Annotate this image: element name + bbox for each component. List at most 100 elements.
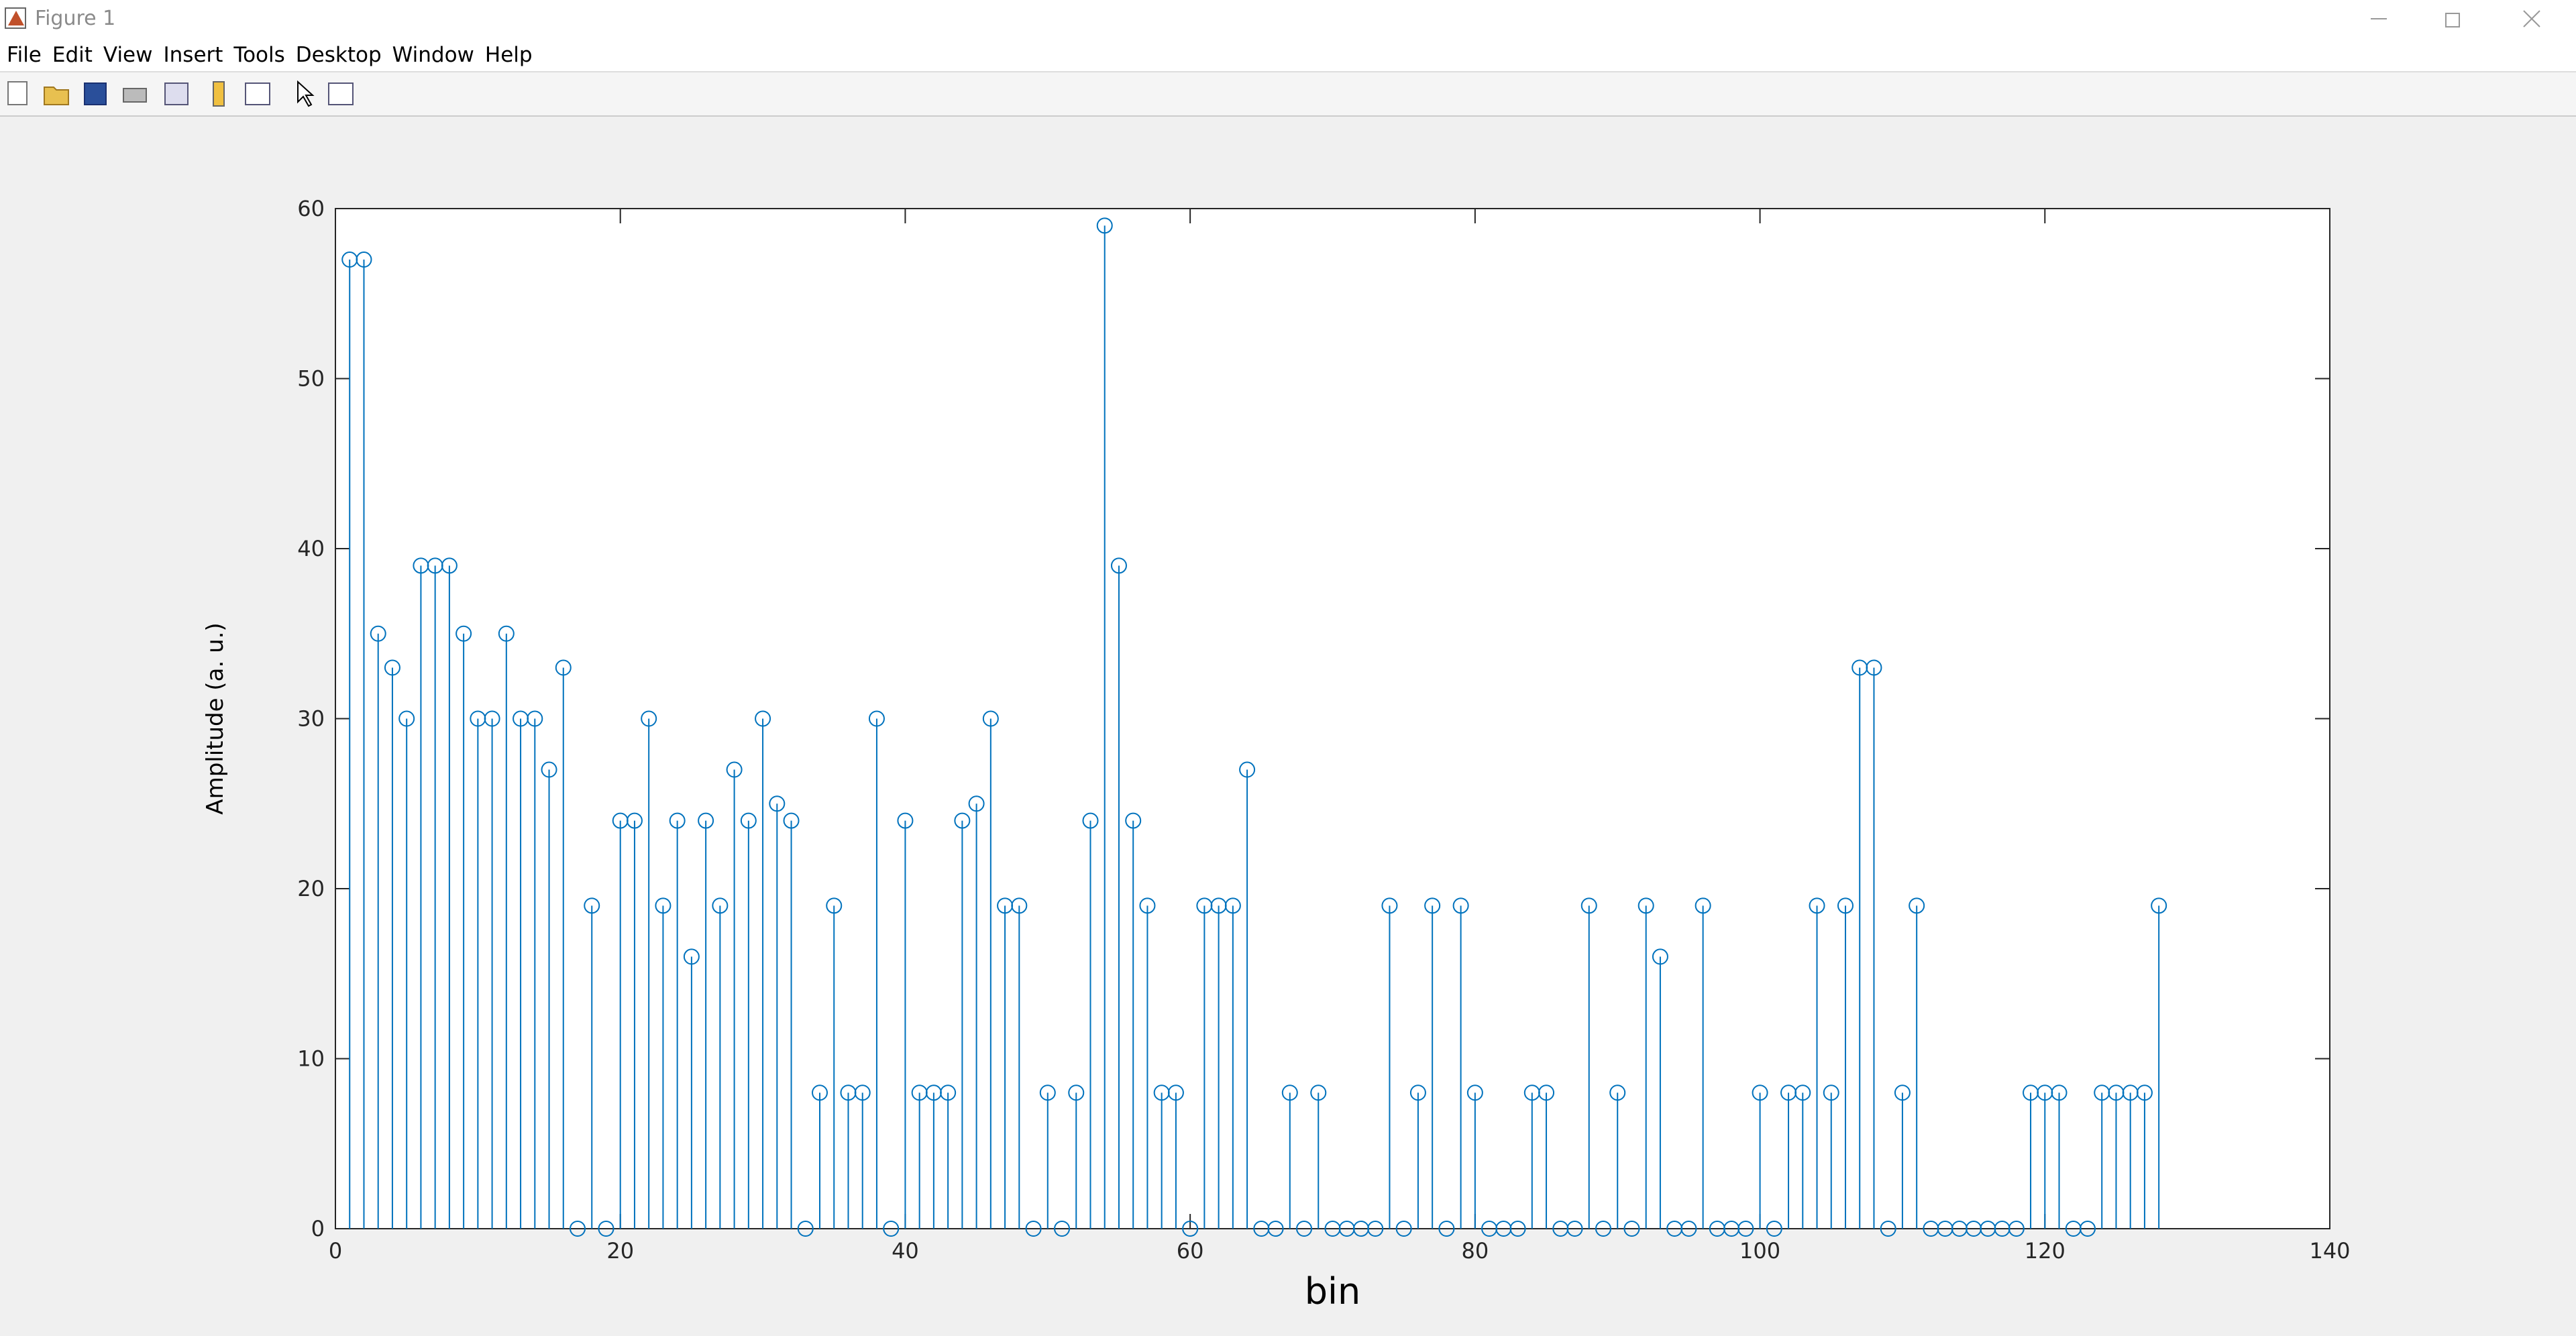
restore-button[interactable] xyxy=(2445,13,2460,27)
new-icon[interactable] xyxy=(7,81,28,105)
menu-item[interactable]: Tools xyxy=(233,43,285,67)
stem-marker xyxy=(783,812,800,829)
stem-marker xyxy=(1623,1221,1640,1237)
stem-marker xyxy=(1025,1221,1042,1237)
menu-item[interactable]: Edit xyxy=(52,43,93,67)
stem-marker xyxy=(1438,1221,1455,1237)
stem-marker xyxy=(1395,1221,1412,1237)
menu-bar: File Edit View Insert Tools Desktop Window Help xyxy=(0,39,2576,71)
stem-marker xyxy=(1580,897,1597,914)
close-button[interactable] xyxy=(2523,10,2540,27)
stem-marker xyxy=(1110,557,1127,574)
stem-marker xyxy=(669,812,686,829)
stem-marker xyxy=(868,710,885,727)
stem-marker xyxy=(484,710,500,727)
menu-item[interactable]: Desktop xyxy=(295,43,382,67)
window-controls xyxy=(2371,10,2540,27)
x-tick-label: 100 xyxy=(1739,1238,1780,1264)
stem-marker xyxy=(1224,897,1241,914)
pointer-icon[interactable] xyxy=(297,80,315,107)
stem-marker xyxy=(541,761,557,778)
stem-marker xyxy=(398,710,415,727)
stem-marker xyxy=(1680,1221,1697,1237)
menu-item[interactable]: File xyxy=(7,43,42,67)
toolbar xyxy=(0,71,2576,117)
y-tick-label: 10 xyxy=(297,1046,325,1072)
stem-marker xyxy=(1082,812,1099,829)
stem-marker xyxy=(641,710,657,727)
stem-marker xyxy=(1310,1084,1327,1101)
open-icon[interactable] xyxy=(44,87,69,105)
stem-marker xyxy=(384,659,400,676)
stem-marker xyxy=(982,710,999,727)
stem-marker xyxy=(1167,1084,1184,1101)
stem-marker xyxy=(1281,1084,1298,1101)
colorbar-icon[interactable] xyxy=(213,81,225,107)
stem-marker xyxy=(1509,1221,1526,1237)
print-icon[interactable] xyxy=(123,88,147,103)
stem-marker xyxy=(2151,897,2167,914)
property-editor-icon[interactable] xyxy=(328,82,354,105)
stem-marker xyxy=(555,659,572,676)
chart: 0 20 40 60 80 100 120 140 0 10 20 30 40 50 60 bin Amplit… xyxy=(202,196,2351,1313)
title-bar: Figure 1 xyxy=(0,0,2576,39)
stem-marker xyxy=(1866,659,1882,676)
y-tick-label: 60 xyxy=(297,196,325,221)
stem-marker xyxy=(598,1221,614,1237)
stem-marker xyxy=(740,812,757,829)
stem-marker xyxy=(1139,897,1156,914)
y-tick-label: 0 xyxy=(311,1216,325,1241)
stem-marker xyxy=(356,252,372,268)
menu-item[interactable]: Insert xyxy=(163,43,223,67)
stem-marker xyxy=(1381,897,1398,914)
stem-marker xyxy=(370,625,386,642)
y-tick-label: 30 xyxy=(297,706,325,732)
stem-marker xyxy=(1296,1221,1313,1237)
x-tick-label: 40 xyxy=(892,1238,919,1264)
stem-marker xyxy=(1809,897,1825,914)
stem-marker xyxy=(1039,1084,1056,1101)
stem-marker xyxy=(1638,897,1654,914)
stem-marker xyxy=(1054,1221,1071,1237)
stem-marker xyxy=(1125,812,1142,829)
stem-marker xyxy=(1096,217,1113,234)
stem-marker xyxy=(755,710,771,727)
stem-marker xyxy=(854,1084,871,1101)
stem-marker xyxy=(812,1084,828,1101)
menu-item[interactable]: View xyxy=(103,43,153,67)
legend-icon[interactable] xyxy=(245,82,270,105)
stem-marker xyxy=(1267,1221,1284,1237)
menu-item[interactable]: Window xyxy=(392,43,474,67)
y-tick-label: 50 xyxy=(297,366,325,392)
stem-marker xyxy=(1452,897,1469,914)
x-tick-label: 120 xyxy=(2025,1238,2065,1264)
stem-marker xyxy=(1909,897,1925,914)
x-tick-label: 140 xyxy=(2309,1238,2350,1264)
stem-marker xyxy=(1794,1084,1811,1101)
y-tick-label: 20 xyxy=(297,876,325,901)
stem-marker xyxy=(797,1221,814,1237)
stem-marker xyxy=(2079,1221,2096,1237)
stem-marker xyxy=(897,812,914,829)
stem-marker xyxy=(1538,1084,1555,1101)
stem-marker xyxy=(1737,1221,1754,1237)
stem-marker xyxy=(1566,1221,1583,1237)
stem-marker xyxy=(455,625,472,642)
plot-area xyxy=(335,208,2330,1229)
window-title: Figure 1 xyxy=(35,7,116,30)
stem-marker xyxy=(570,1221,586,1237)
stem-marker xyxy=(1466,1084,1483,1101)
menu-item[interactable]: Help xyxy=(484,43,533,67)
save-icon[interactable] xyxy=(84,82,107,105)
stem-marker xyxy=(498,625,515,642)
stem-marker xyxy=(698,812,714,829)
stem-marker xyxy=(683,948,700,965)
stem-marker xyxy=(883,1221,900,1237)
stem-marker xyxy=(769,795,786,812)
stem-marker xyxy=(1409,1084,1426,1101)
stem-marker xyxy=(1011,897,1028,914)
print-preview-icon[interactable] xyxy=(164,82,189,105)
stem-marker xyxy=(726,761,743,778)
stem-marker xyxy=(1367,1221,1384,1237)
